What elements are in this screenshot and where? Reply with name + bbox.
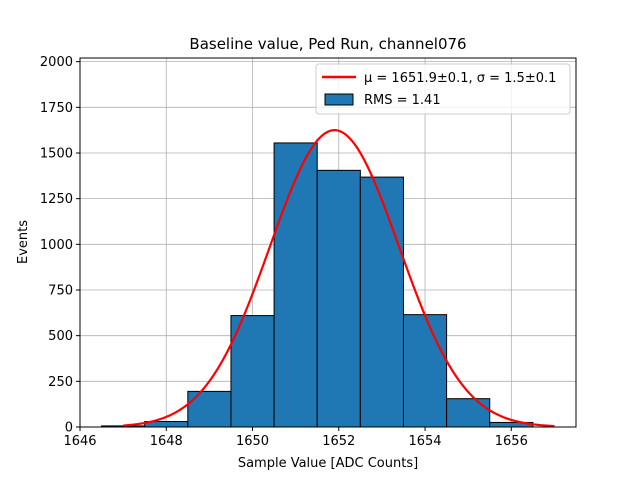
y-axis: 0 250 500 750 1000 1250 1500 1750 2000 — [40, 55, 80, 436]
x-tick-label: 1650 — [236, 434, 269, 449]
legend-fit-mu: μ = 1651.9±0.1 — [364, 71, 468, 86]
histogram-bar — [316, 169, 361, 428]
chart-title: Baseline value, Ped Run, channel076 — [189, 35, 466, 53]
legend-hist-swatch — [324, 93, 354, 106]
y-tick-label: 500 — [48, 329, 73, 344]
histogram-bar — [230, 315, 275, 428]
y-tick-label: 1750 — [40, 101, 73, 116]
y-tick-label: 750 — [48, 283, 73, 298]
y-tick-label: 1500 — [40, 146, 73, 161]
histogram-bar — [446, 398, 491, 428]
plot-frame — [79, 57, 577, 428]
y-tick-label: 0 — [65, 421, 73, 436]
histogram-bar — [273, 142, 318, 428]
y-tick-label: 250 — [48, 375, 73, 390]
y-axis-label: Events — [16, 220, 31, 264]
x-tick-label: 1648 — [150, 434, 183, 449]
legend-fit-label: μ = 1651.9±0.1, σ = 1.5±0.1 — [364, 71, 556, 86]
legend-fit-sep: , — [468, 71, 476, 86]
fit-curve — [123, 129, 555, 428]
histogram-bars — [101, 142, 534, 428]
x-axis: 1646 1648 1650 1652 1654 1656 — [63, 427, 528, 449]
legend-hist-label: RMS = 1.41 — [364, 93, 441, 108]
y-tick-label: 1250 — [40, 192, 73, 207]
x-tick-label: 1656 — [495, 434, 528, 449]
histogram-bar — [359, 176, 404, 428]
histogram-bar — [187, 390, 232, 428]
x-tick-label: 1654 — [408, 434, 441, 449]
x-tick-label: 1652 — [322, 434, 355, 449]
legend: μ = 1651.9±0.1, σ = 1.5±0.1 RMS = 1.41 — [315, 63, 571, 115]
gaussian-fit — [123, 129, 555, 428]
y-tick-label: 1000 — [40, 238, 73, 253]
x-axis-label: Sample Value [ADC Counts] — [238, 456, 418, 471]
x-tick-label: 1646 — [63, 434, 96, 449]
legend-fit-sigma: σ = 1.5±0.1 — [477, 71, 557, 86]
histogram-bar — [402, 314, 448, 428]
y-tick-label: 2000 — [40, 55, 73, 70]
legend-box — [315, 63, 571, 115]
